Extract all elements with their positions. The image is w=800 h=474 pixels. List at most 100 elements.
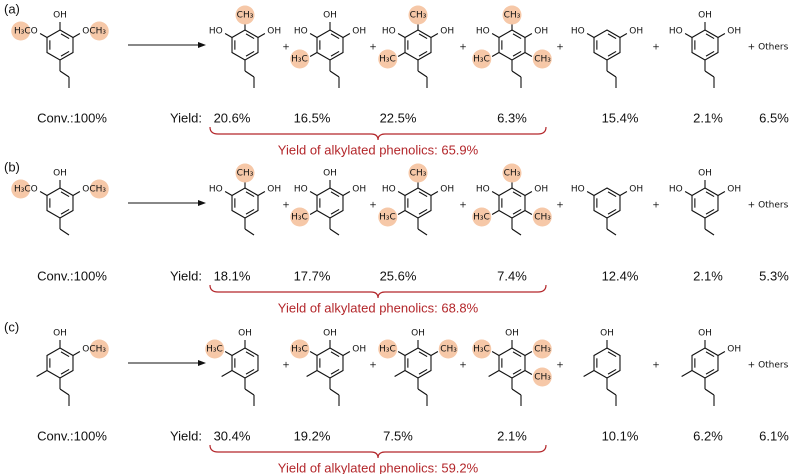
- ring: [593, 187, 621, 219]
- double-bond: [418, 208, 428, 215]
- plus-sign: +: [652, 201, 660, 211]
- atom-label: CH₃: [534, 373, 551, 383]
- alkyl-bond: [606, 388, 617, 396]
- double-bond: [245, 191, 255, 198]
- double-bond: [512, 33, 522, 40]
- conversion: Conv.:100%: [37, 428, 107, 443]
- atom-label: HO: [294, 27, 308, 37]
- atom-label: HO: [209, 27, 223, 37]
- substituent-bond: [491, 33, 500, 38]
- atom-label: OH: [505, 329, 519, 339]
- double-bond: [245, 368, 255, 375]
- double-bond: [418, 191, 428, 198]
- atom-label: CH₃: [534, 55, 551, 65]
- highlight: [532, 207, 552, 227]
- substituent-bond: [430, 351, 439, 356]
- alkyl-bond: [606, 70, 617, 78]
- alkyl-bond: [244, 388, 255, 396]
- substituent-bond: [524, 370, 533, 375]
- double-bond: [512, 191, 522, 198]
- alkyl-bond: [704, 70, 715, 78]
- atom-label: OH: [534, 185, 548, 195]
- ring: [498, 187, 526, 219]
- atom-label: CH₃: [440, 345, 457, 355]
- double-bond: [60, 368, 70, 375]
- methyl-bond: [221, 370, 233, 377]
- highlight: [235, 163, 255, 183]
- highlight: [290, 49, 310, 69]
- atom-label: HO: [382, 27, 396, 37]
- others: + Others: [748, 201, 789, 211]
- double-bond: [60, 50, 70, 57]
- atom-label: OH: [53, 11, 67, 21]
- substituent-bond: [39, 33, 48, 38]
- atom-label: OH: [53, 169, 67, 179]
- highlight: [290, 339, 310, 359]
- yield-value: 6.5%: [759, 110, 789, 125]
- yield-value: 10.1%: [602, 428, 639, 443]
- substituent-bond: [524, 52, 533, 57]
- plus-sign: +: [282, 361, 290, 371]
- double-bond: [245, 33, 255, 40]
- plus-sign: +: [282, 43, 290, 53]
- row-label: (b): [4, 159, 20, 174]
- substituent-bond: [397, 351, 406, 356]
- conversion: Conv.:100%: [37, 268, 107, 283]
- highlight: [472, 339, 492, 359]
- atom-label: OH: [600, 329, 614, 339]
- double-bond: [245, 208, 255, 215]
- highlight: [11, 21, 31, 41]
- substituent-bond: [257, 191, 266, 196]
- double-bond: [705, 208, 715, 215]
- substituent-bond: [491, 52, 500, 57]
- atom-label: HO: [209, 185, 223, 195]
- yield-value: 22.5%: [380, 110, 417, 125]
- plus-sign: +: [369, 361, 377, 371]
- highlight: [502, 163, 522, 183]
- double-bond: [330, 50, 340, 57]
- substituent-bond: [586, 33, 595, 38]
- others: + Others: [748, 43, 789, 53]
- highlight: [532, 367, 552, 387]
- atom-label: OH: [727, 27, 741, 37]
- atom-label: CH₃: [504, 11, 521, 21]
- atom-label: OH: [352, 185, 366, 195]
- ring: [404, 187, 432, 219]
- plus-sign: +: [556, 361, 564, 371]
- yield-value: 18.1%: [214, 268, 251, 283]
- double-bond: [60, 191, 70, 198]
- substituent-bond: [430, 191, 439, 196]
- substituent-bond: [619, 33, 628, 38]
- substituent-bond: [342, 351, 351, 356]
- atom-label: OCH₃: [82, 27, 106, 37]
- substituent-bond: [717, 191, 726, 196]
- highlight: [438, 339, 458, 359]
- double-bond: [607, 368, 617, 375]
- double-bond: [705, 191, 715, 198]
- highlight: [378, 339, 398, 359]
- substituent-bond: [491, 351, 500, 356]
- arrow-head: [198, 200, 206, 206]
- yield-label: Yield:: [170, 110, 202, 125]
- atom-label: OH: [238, 329, 252, 339]
- highlight: [205, 339, 225, 359]
- double-bond: [330, 208, 340, 215]
- atom-label: HO: [669, 27, 683, 37]
- atom-label: OH: [53, 329, 67, 339]
- atom-label: OH: [267, 185, 281, 195]
- methyl-bond: [36, 370, 48, 377]
- substituent-bond: [684, 191, 693, 196]
- ring: [46, 29, 74, 61]
- yield-label: Yield:: [170, 428, 202, 443]
- atom-label: OH: [352, 345, 366, 355]
- substituent-bond: [309, 191, 318, 196]
- double-bond: [512, 351, 522, 358]
- highlight: [502, 5, 522, 25]
- atom-label: OH: [411, 329, 425, 339]
- substituent-bond: [224, 191, 233, 196]
- ring: [231, 29, 259, 61]
- plus-sign: +: [369, 43, 377, 53]
- substituent-bond: [524, 33, 533, 38]
- atom-label: H₃C: [473, 213, 490, 223]
- yield-value: 16.5%: [294, 110, 331, 125]
